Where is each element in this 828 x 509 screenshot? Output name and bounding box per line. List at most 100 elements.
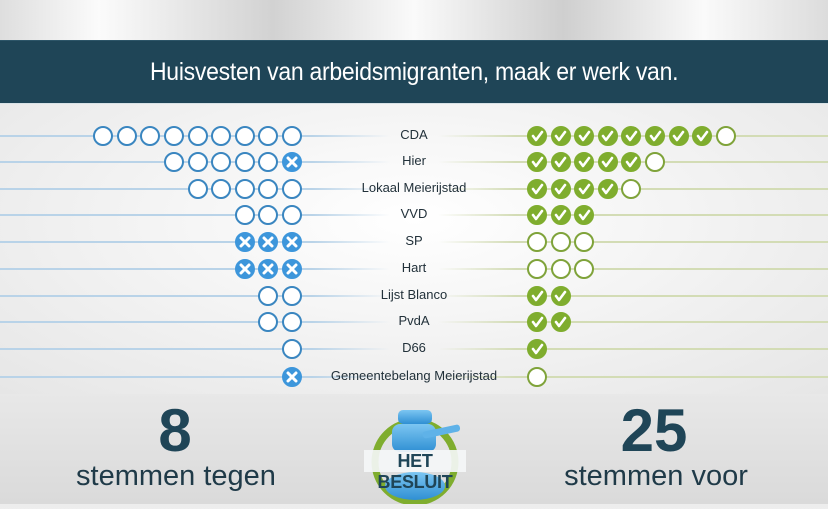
for-line bbox=[438, 295, 828, 297]
empty-circle-icon bbox=[234, 152, 255, 172]
empty-circle-icon bbox=[282, 179, 302, 199]
empty-circle-icon bbox=[282, 205, 302, 225]
empty-circle-icon bbox=[527, 259, 547, 279]
empty-circle-icon bbox=[187, 126, 208, 146]
x-icon bbox=[282, 259, 302, 279]
empty-circle-icon bbox=[211, 179, 232, 199]
against-line bbox=[0, 214, 390, 216]
party-label: Hier bbox=[0, 153, 828, 168]
empty-circle-icon bbox=[258, 312, 279, 332]
party-label: VVD bbox=[0, 206, 828, 221]
check-icon bbox=[574, 152, 595, 172]
check-icon bbox=[550, 205, 571, 225]
check-icon bbox=[668, 126, 689, 146]
empty-circle-icon bbox=[574, 259, 595, 279]
party-name: Hier bbox=[402, 153, 426, 168]
empty-circle-icon bbox=[258, 205, 279, 225]
against-line bbox=[0, 348, 390, 350]
page-title: Huisvesten van arbeidsmigranten, maak er… bbox=[149, 57, 679, 86]
party-name: Gemeentebelang Meierijstad bbox=[330, 368, 498, 383]
for-line bbox=[438, 321, 828, 323]
party-row: Hier bbox=[0, 150, 828, 174]
empty-circle-icon bbox=[116, 126, 137, 146]
party-row: Hart bbox=[0, 257, 828, 281]
party-label: Lijst Blanco bbox=[0, 287, 828, 302]
title-banner: Huisvesten van arbeidsmigranten, maak er… bbox=[0, 40, 828, 105]
empty-circle-icon bbox=[550, 259, 571, 279]
against-line bbox=[0, 295, 390, 297]
for-line bbox=[438, 268, 828, 270]
against-line bbox=[0, 268, 390, 270]
empty-circle-icon bbox=[258, 286, 279, 306]
party-row: PvdA bbox=[0, 310, 828, 334]
party-row: Lijst Blanco bbox=[0, 284, 828, 308]
party-row: VVD bbox=[0, 203, 828, 227]
against-line bbox=[0, 241, 390, 243]
check-icon bbox=[645, 126, 665, 146]
x-icon bbox=[258, 259, 279, 279]
logo-text: HET BESLUIT bbox=[377, 451, 453, 492]
check-icon bbox=[550, 312, 571, 332]
empty-circle-icon bbox=[187, 152, 208, 172]
empty-circle-icon bbox=[574, 232, 595, 252]
party-label: Gemeentebelang Meierijstad bbox=[0, 368, 828, 383]
party-label: PvdA bbox=[0, 313, 828, 328]
empty-circle-icon bbox=[187, 179, 208, 199]
check-icon bbox=[527, 312, 547, 332]
check-icon bbox=[574, 126, 595, 146]
het-besluit-logo: HET BESLUIT bbox=[360, 404, 470, 506]
party-row: CDA bbox=[0, 124, 828, 148]
empty-circle-icon bbox=[234, 205, 255, 225]
top-background bbox=[0, 0, 828, 42]
party-name: PvdA bbox=[398, 313, 430, 328]
x-icon bbox=[234, 232, 255, 252]
empty-circle-icon bbox=[282, 312, 302, 332]
party-label: Lokaal Meierijstad bbox=[0, 180, 828, 195]
against-label: stemmen tegen bbox=[76, 460, 276, 492]
for-line bbox=[438, 348, 828, 350]
empty-circle-icon bbox=[164, 126, 184, 146]
vote-chart-background bbox=[0, 104, 828, 394]
check-icon bbox=[550, 126, 571, 146]
empty-circle-icon bbox=[282, 339, 302, 359]
check-icon bbox=[621, 126, 642, 146]
empty-circle-icon bbox=[258, 152, 279, 172]
against-line bbox=[0, 376, 390, 378]
x-icon bbox=[258, 232, 279, 252]
against-line bbox=[0, 321, 390, 323]
x-icon bbox=[282, 232, 302, 252]
check-icon bbox=[527, 179, 547, 199]
party-name: CDA bbox=[400, 127, 428, 142]
party-label: Hart bbox=[0, 260, 828, 275]
check-icon bbox=[527, 286, 547, 306]
check-icon bbox=[692, 126, 713, 146]
empty-circle-icon bbox=[93, 126, 114, 146]
check-icon bbox=[550, 152, 571, 172]
party-row: D66 bbox=[0, 337, 828, 361]
against-count: 8 bbox=[158, 397, 192, 464]
for-line bbox=[438, 241, 828, 243]
party-name: Lijst Blanco bbox=[380, 287, 448, 302]
x-icon bbox=[282, 152, 302, 172]
check-icon bbox=[621, 152, 642, 172]
empty-circle-icon bbox=[211, 152, 232, 172]
check-icon bbox=[597, 126, 618, 146]
empty-circle-icon bbox=[164, 152, 184, 172]
for-line bbox=[438, 214, 828, 216]
check-icon bbox=[550, 286, 571, 306]
check-icon bbox=[550, 179, 571, 199]
party-name: D66 bbox=[402, 340, 426, 355]
empty-circle-icon bbox=[645, 152, 665, 172]
empty-circle-icon bbox=[234, 179, 255, 199]
x-icon bbox=[234, 259, 255, 279]
party-label: CDA bbox=[0, 127, 828, 142]
empty-circle-icon bbox=[258, 179, 279, 199]
empty-circle-icon bbox=[527, 367, 547, 387]
party-name: Lokaal Meierijstad bbox=[361, 180, 467, 195]
empty-circle-icon bbox=[282, 286, 302, 306]
empty-circle-icon bbox=[550, 232, 571, 252]
empty-circle-icon bbox=[140, 126, 161, 146]
empty-circle-icon bbox=[211, 126, 232, 146]
x-icon bbox=[282, 367, 302, 387]
for-label: stemmen voor bbox=[564, 460, 748, 492]
